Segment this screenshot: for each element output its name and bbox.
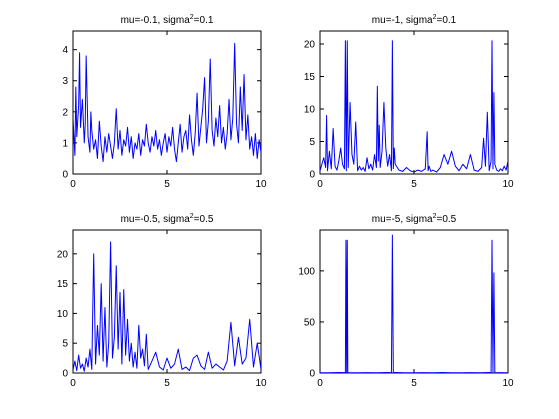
y-tick-label: 0 — [62, 170, 68, 181]
y-tick-label: 1 — [62, 138, 68, 149]
title-end: =0.5 — [437, 214, 457, 225]
title-end: =0.1 — [194, 15, 214, 26]
title-main: mu=-5, sigma — [372, 214, 433, 225]
title-main: mu=-1, sigma — [372, 15, 433, 26]
x-tick-label: 10 — [255, 378, 267, 389]
x-tick-label: 5 — [411, 179, 417, 190]
title-main: mu=-0.5, sigma — [121, 214, 191, 225]
subplot-title: mu=-0.5, sigma2=0.5 — [121, 213, 214, 225]
subplot-2: 0 5 10 0 5 10 15 20 mu=-1, sigma2=0.1 — [304, 14, 514, 190]
y-tick-label: 0 — [309, 170, 315, 181]
title-superscript: 2 — [190, 213, 194, 220]
series-line-1 — [73, 42, 261, 163]
title-superscript: 2 — [433, 14, 437, 21]
title-main: mu=-0.1, sigma — [121, 15, 191, 26]
x-tick-label: 5 — [164, 179, 170, 190]
subplot-title: mu=-0.1, sigma2=0.1 — [121, 14, 214, 26]
y-tick-label: 100 — [298, 266, 315, 277]
y-tick-label: 20 — [304, 40, 316, 51]
y-tick-label: 0 — [309, 369, 315, 380]
title-end: =0.1 — [437, 15, 457, 26]
y-tick-label: 0 — [62, 369, 68, 380]
y-tick-label: 5 — [62, 339, 68, 350]
x-tick-label: 10 — [255, 179, 267, 190]
subplot-title: mu=-1, sigma2=0.1 — [372, 14, 457, 26]
subplot-3: 0 5 10 0 5 10 15 20 mu=-0.5, sigma2=0.5 — [57, 213, 267, 389]
x-tick-label: 10 — [502, 179, 514, 190]
x-tick-label: 0 — [70, 378, 76, 389]
y-tick-label: 2 — [62, 107, 68, 118]
y-tick-label: 50 — [304, 317, 316, 328]
x-tick-label: 0 — [317, 179, 323, 190]
axes-frame — [72, 229, 262, 374]
series-line-1 — [320, 234, 508, 373]
title-superscript: 2 — [190, 14, 194, 21]
x-tick-label: 0 — [70, 179, 76, 190]
y-tick-label: 10 — [57, 309, 69, 320]
series-line-1 — [320, 40, 508, 173]
x-tick-label: 5 — [164, 378, 170, 389]
title-end: =0.5 — [194, 214, 214, 225]
axes-frame — [319, 229, 509, 374]
x-tick-label: 0 — [317, 378, 323, 389]
y-tick-label: 15 — [57, 279, 69, 290]
x-tick-label: 5 — [411, 378, 417, 389]
y-tick-label: 4 — [62, 45, 68, 56]
y-tick-label: 15 — [304, 72, 316, 83]
y-tick-label: 10 — [304, 105, 316, 116]
y-tick-label: 3 — [62, 76, 68, 87]
series-line-1 — [73, 241, 261, 372]
x-tick-label: 10 — [502, 378, 514, 389]
y-tick-label: 5 — [309, 137, 315, 148]
y-tick-label: 20 — [57, 249, 69, 260]
title-superscript: 2 — [433, 213, 437, 220]
subplot-title: mu=-5, sigma2=0.5 — [372, 213, 457, 225]
